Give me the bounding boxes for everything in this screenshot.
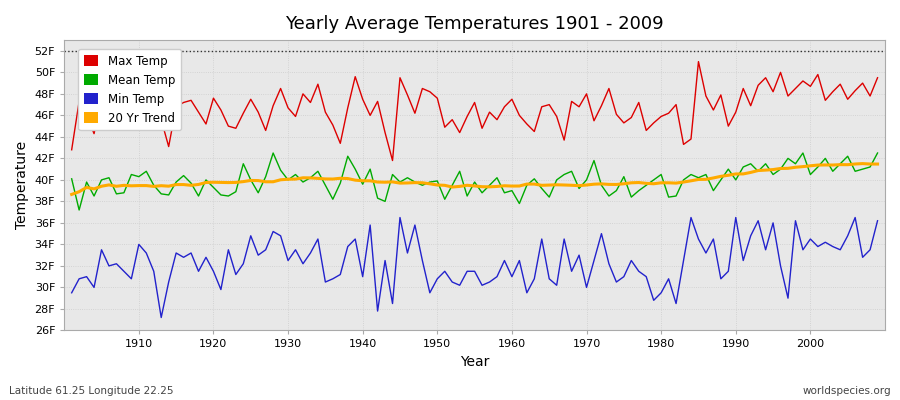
Title: Yearly Average Temperatures 1901 - 2009: Yearly Average Temperatures 1901 - 2009: [285, 15, 664, 33]
Text: worldspecies.org: worldspecies.org: [803, 386, 891, 396]
Legend: Max Temp, Mean Temp, Min Temp, 20 Yr Trend: Max Temp, Mean Temp, Min Temp, 20 Yr Tre…: [78, 49, 181, 130]
X-axis label: Year: Year: [460, 355, 490, 369]
Text: Latitude 61.25 Longitude 22.25: Latitude 61.25 Longitude 22.25: [9, 386, 174, 396]
Y-axis label: Temperature: Temperature: [15, 141, 29, 229]
